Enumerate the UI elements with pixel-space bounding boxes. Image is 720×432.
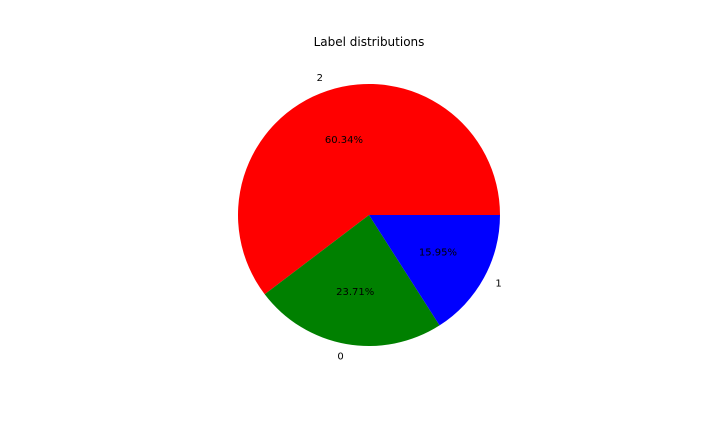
pie-slices [238,83,500,346]
slice-label-1: 1 [495,279,501,290]
slice-label-2: 2 [317,73,323,84]
chart-title: Label distributions [314,35,425,49]
pie-slice-1 [369,215,500,326]
pie-slice-0 [264,215,440,346]
slice-percent-0: 23.71% [336,287,374,298]
slice-percent-2: 60.34% [325,135,363,146]
pie-slice-2 [238,83,500,295]
pie-labels: 2 60.34% 0 23.71% 1 15.95% [317,73,502,362]
slice-percent-1: 15.95% [419,247,457,258]
slice-label-0: 0 [337,351,343,362]
